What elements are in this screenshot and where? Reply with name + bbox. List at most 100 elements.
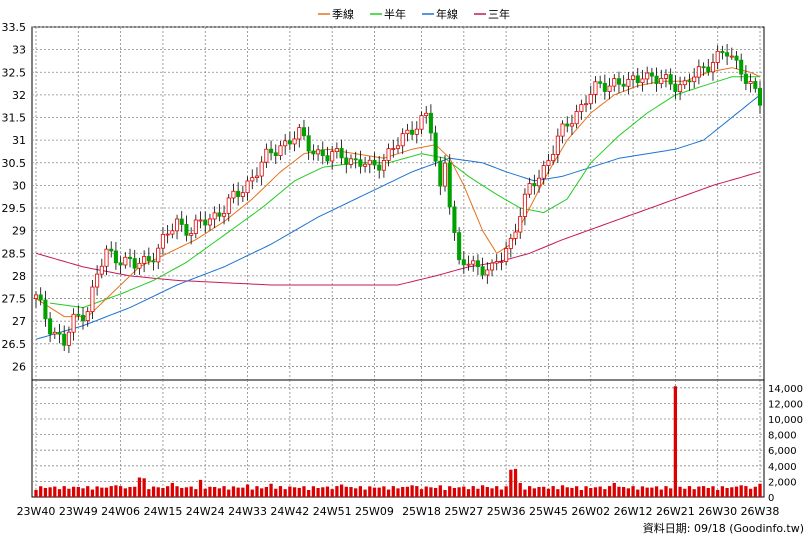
volume-bar [640, 486, 645, 497]
candle-body [602, 82, 607, 92]
price-tick-label: 26.5 [2, 338, 27, 351]
volume-bar [603, 489, 607, 497]
volume-bar [62, 486, 66, 497]
price-tick-label: 32 [12, 89, 26, 102]
candle-body [269, 148, 274, 154]
volume-bar [203, 488, 207, 497]
candle-body [207, 218, 212, 226]
volume-bar [711, 486, 715, 497]
candle-body [753, 81, 758, 89]
price-tick-label: 29.5 [2, 202, 27, 215]
volume-bar [349, 487, 353, 497]
candle-body [659, 77, 664, 84]
candle-body [569, 123, 574, 127]
candle-body [668, 74, 673, 85]
volume-bar [368, 486, 372, 497]
candle-body [259, 161, 264, 177]
volume-bar [504, 486, 508, 497]
candle-body [612, 78, 617, 87]
candle-body [541, 165, 546, 179]
candle-body [757, 88, 763, 106]
candle-body [682, 80, 687, 86]
volume-bar [260, 488, 264, 497]
volume-bar [612, 482, 616, 497]
volume-bar [283, 489, 287, 497]
candle-body [184, 224, 189, 236]
candle-body [504, 248, 509, 262]
legend-label: 三年 [488, 7, 510, 21]
candle-body [447, 162, 452, 208]
volume-bar [109, 486, 113, 497]
candle-body [621, 83, 626, 87]
volume-axis-ticks: 0 2,000 4,000 6,000 8,000 10,000 12,000 14,000 [768, 384, 803, 504]
volume-bar [697, 486, 701, 497]
volume-bar [123, 488, 127, 497]
volume-bar [499, 489, 504, 497]
candle-body [287, 140, 292, 145]
volume-bar [236, 487, 240, 497]
candle-body [729, 55, 734, 58]
volume-bar [730, 487, 734, 497]
candle-body [52, 331, 57, 335]
candle-body [264, 148, 269, 163]
candle-body [616, 78, 621, 85]
volume-bar [142, 478, 146, 497]
candle-body [292, 138, 297, 145]
candle-body [198, 219, 203, 222]
candle-body [217, 212, 222, 217]
candle-body [687, 80, 692, 83]
candle-body [551, 154, 556, 162]
candle-body [508, 238, 513, 249]
candle-body [245, 180, 250, 194]
volume-bar [575, 486, 579, 497]
candle-body [428, 112, 433, 134]
volume-bar [560, 485, 565, 497]
volume-bar [622, 487, 626, 497]
volume-bar [419, 489, 424, 497]
volume-bar [466, 489, 471, 497]
volume-bar [598, 486, 602, 497]
candle-body [466, 263, 471, 266]
volume-bar [358, 486, 363, 497]
candle-body [715, 50, 720, 63]
volume-bar [509, 469, 513, 497]
candle-body [127, 256, 133, 259]
volume-bar [34, 489, 38, 497]
x-tick-label: 26W21 [656, 505, 695, 518]
candle-body [85, 311, 90, 322]
volume-bar [250, 489, 254, 497]
candlesticks [33, 43, 763, 353]
volume-bar [433, 487, 438, 497]
candle-body [48, 318, 53, 335]
candle-body [160, 234, 165, 249]
x-tick-label: 24W06 [101, 505, 140, 518]
candle-body [673, 83, 678, 93]
volume-bar [330, 489, 334, 497]
candle-body [344, 157, 349, 165]
volume-bar [90, 489, 95, 497]
volume-bar [556, 489, 560, 497]
volume-tick-label: 0 [768, 493, 774, 504]
candle-body [565, 123, 570, 127]
candle-body [301, 127, 307, 137]
volume-bar [194, 489, 198, 497]
price-panel-grid [31, 26, 765, 381]
price-tick-label: 27 [12, 315, 26, 328]
candle-body [480, 266, 485, 276]
price-tick-label: 31 [12, 134, 26, 147]
volume-bar [631, 486, 635, 497]
candle-body [489, 262, 495, 271]
candle-body [367, 159, 372, 165]
candle-body [320, 149, 325, 157]
volume-bar [546, 488, 551, 497]
candle-body [748, 81, 753, 84]
volume-bar [758, 483, 762, 497]
volume-bar [701, 486, 706, 497]
candle-body [527, 183, 532, 195]
x-axis-ticks: 23W40 23W49 24W06 24W15 24W24 24W33 24W42 24W51… [17, 505, 780, 518]
volume-bar [363, 489, 367, 497]
volume-bar [706, 487, 710, 497]
volume-bar [523, 489, 527, 497]
candle-body [203, 219, 208, 226]
volume-bars [34, 386, 762, 497]
